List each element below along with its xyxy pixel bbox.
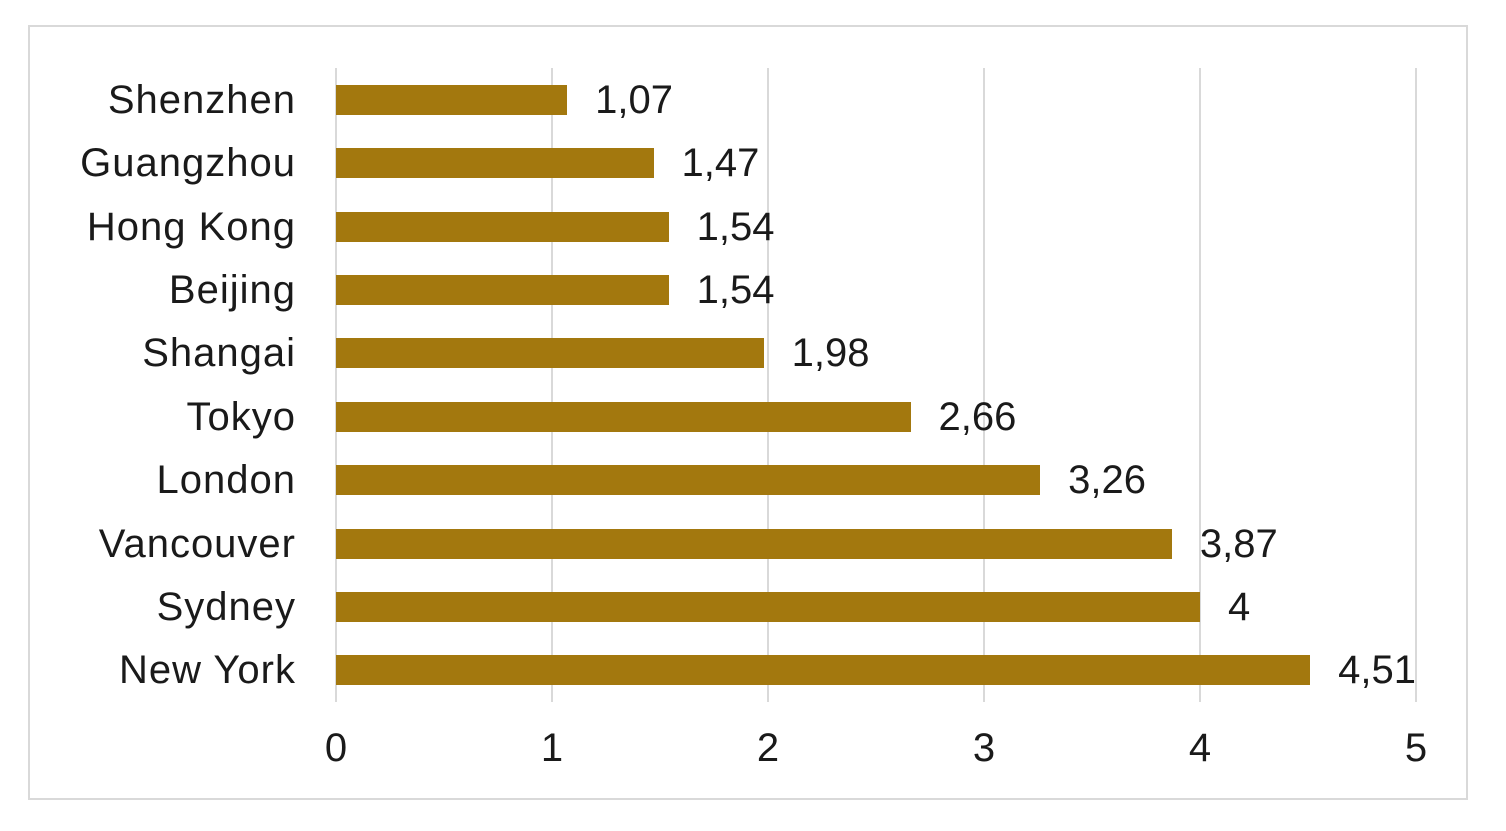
value-label: 2,66 <box>938 394 1017 439</box>
bar[interactable] <box>336 655 1311 686</box>
category-label: Shangai <box>142 331 296 376</box>
bar-row: Tokyo 2,66 <box>187 385 1416 448</box>
bar-track: 1,54 <box>336 195 1416 258</box>
category-label: New York <box>119 648 296 693</box>
bar[interactable] <box>336 84 568 115</box>
category-label: Hong Kong <box>86 204 296 249</box>
category-label: Shenzhen <box>107 77 296 122</box>
bar-track: 4,51 <box>336 639 1416 702</box>
value-label: 1,54 <box>696 204 775 249</box>
bar-row: Vancouver 3,87 <box>99 512 1416 575</box>
value-label: 4,51 <box>1338 648 1416 693</box>
x-axis: 0 1 2 3 4 5 <box>325 702 1427 782</box>
category-label: Guangzhou <box>80 141 296 186</box>
value-label: 1,47 <box>681 141 760 186</box>
category-label: Vancouver <box>98 521 296 566</box>
value-label: 4 <box>1228 584 1251 629</box>
bar-track: 1,98 <box>336 322 1416 385</box>
value-label: 1,54 <box>696 267 775 312</box>
gridline <box>1199 68 1201 702</box>
value-label: 1,07 <box>595 77 673 122</box>
bar-track: 3,26 <box>336 448 1416 511</box>
bar[interactable] <box>336 401 911 432</box>
bar-track: 2,66 <box>336 385 1416 448</box>
category-label: Sydney <box>156 584 296 629</box>
bar[interactable] <box>336 211 669 242</box>
plot-area <box>335 68 1417 702</box>
bar-track: 1,07 <box>336 68 1416 131</box>
bar[interactable] <box>336 338 764 369</box>
bar-rows: Shenzhen 1,07 Guangzhou 1,47 Hong Kong 1,54 Be… <box>80 68 1416 702</box>
category-label: Tokyo <box>186 394 296 439</box>
bar-track: 1,54 <box>336 258 1416 321</box>
gridline <box>983 68 985 702</box>
bar-row: Hong Kong 1,54 <box>87 195 1416 258</box>
bar-row: London 3,26 <box>157 448 1416 511</box>
value-label: 3,26 <box>1068 458 1147 503</box>
bar-row: Guangzhou 1,47 <box>80 131 1416 194</box>
x-tick-label: 3 <box>972 726 996 770</box>
gridline <box>335 68 337 702</box>
bar[interactable] <box>336 528 1172 559</box>
x-tick-label: 5 <box>1404 726 1428 770</box>
gridline <box>767 68 769 702</box>
bar-track: 1,47 <box>336 131 1416 194</box>
bar-row: New York 4,51 <box>119 639 1416 702</box>
bar-row: Shenzhen 1,07 <box>108 68 1416 131</box>
bar-row: Sydney 4 <box>157 575 1416 638</box>
bar-row: Beijing 1,54 <box>169 258 1416 321</box>
x-tick-label: 1 <box>540 726 564 770</box>
x-tick-label: 4 <box>1188 726 1212 770</box>
gridline <box>1415 68 1417 702</box>
x-tick-label: 2 <box>756 726 780 770</box>
chart-frame: Shenzhen 1,07 Guangzhou 1,47 Hong Kong 1,54 Be… <box>28 25 1468 800</box>
bar[interactable] <box>336 148 654 179</box>
bar[interactable] <box>336 591 1200 622</box>
value-label: 1,98 <box>791 331 870 376</box>
bar[interactable] <box>336 274 669 305</box>
bar-track: 4 <box>336 575 1416 638</box>
category-label: London <box>156 458 296 503</box>
category-label: Beijing <box>168 267 296 312</box>
gridline <box>551 68 553 702</box>
bar[interactable] <box>336 465 1041 496</box>
value-label: 3,87 <box>1199 521 1278 566</box>
bar-row: Shangai 1,98 <box>142 322 1416 385</box>
x-tick-label: 0 <box>324 726 348 770</box>
bar-track: 3,87 <box>336 512 1416 575</box>
